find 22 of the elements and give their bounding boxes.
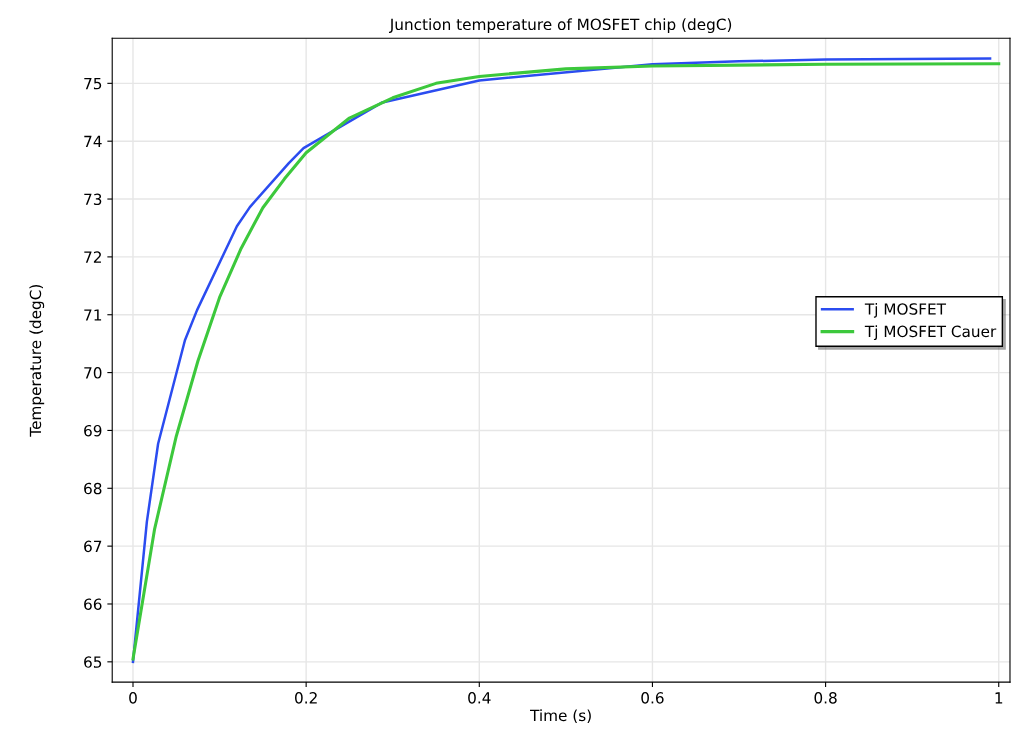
y-tick-label: 68 xyxy=(84,482,102,495)
y-tick-label: 69 xyxy=(84,424,102,437)
y-tick-label: 67 xyxy=(84,540,102,553)
x-tick-label: 0.2 xyxy=(295,692,317,704)
y-tick-label: 73 xyxy=(84,193,102,206)
y-tick-label: 70 xyxy=(84,367,102,379)
y-tick-label: 71 xyxy=(84,309,102,321)
y-axis-title: Temperature (degC) xyxy=(29,284,45,437)
x-tick-label: 0.4 xyxy=(468,692,491,704)
x-tick-label: 0 xyxy=(129,692,137,704)
y-tick-label: 66 xyxy=(84,598,102,611)
x-tick-label: 0.6 xyxy=(641,692,664,704)
y-tick-label: 75 xyxy=(84,78,102,90)
y-tick-label: 74 xyxy=(84,135,102,147)
x-tick-label: 0.8 xyxy=(814,692,837,704)
chart-title: Junction temperature of MOSFET chip (degC) xyxy=(388,18,732,34)
x-axis-title: Time (s) xyxy=(530,709,591,723)
y-tick-label: 72 xyxy=(84,251,101,263)
legend-label: Tj MOSFET Cauer xyxy=(864,325,997,341)
x-tick-label: 1 xyxy=(995,692,1003,704)
y-tick-label: 65 xyxy=(84,656,102,668)
legend-label: Tj MOSFET xyxy=(864,302,947,318)
